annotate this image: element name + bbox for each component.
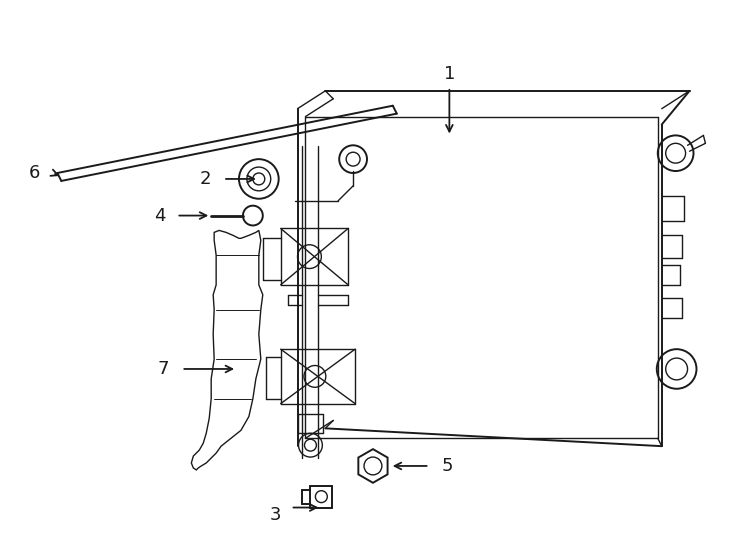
Text: 6: 6: [29, 164, 40, 182]
Text: 2: 2: [200, 170, 211, 188]
Text: 3: 3: [270, 507, 281, 524]
Text: 7: 7: [158, 360, 170, 378]
Text: 4: 4: [154, 207, 165, 225]
Text: 5: 5: [442, 457, 453, 475]
Text: 1: 1: [443, 65, 455, 83]
